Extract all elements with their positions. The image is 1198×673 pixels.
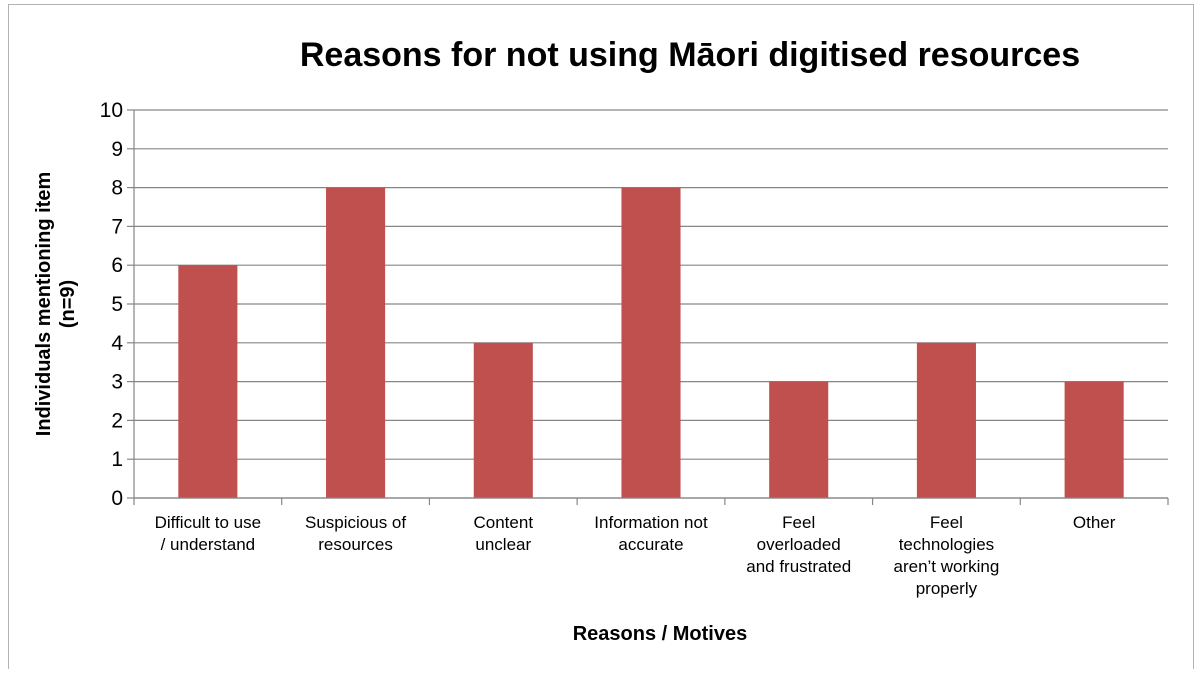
x-category-label: Information not accurate: [594, 513, 708, 554]
y-tick-label: 7: [111, 215, 123, 238]
y-tick-label: 9: [111, 138, 123, 161]
x-category-labels: Difficult to use / understand Suspicious o…: [155, 513, 1116, 598]
bar: [1064, 381, 1124, 498]
axes: [133, 110, 1169, 505]
x-category-label: Suspicious of resources: [305, 513, 406, 554]
bar: [473, 342, 533, 498]
chart-frame: [8, 4, 1194, 669]
x-category-label: Feel overloaded and frustrated: [746, 513, 851, 576]
y-tick-label: 1: [111, 448, 123, 471]
y-tick-label: 2: [111, 409, 123, 432]
y-tick-label: 0: [111, 487, 123, 510]
x-category-label: Difficult to use / understand: [155, 513, 261, 554]
x-category-label: Content unclear: [474, 513, 534, 554]
x-category-label: Other: [1073, 513, 1116, 532]
y-tick-label: 6: [111, 254, 123, 277]
bar: [326, 187, 386, 498]
bar: [769, 381, 829, 498]
x-category-label: Feel technologies aren’t working properly: [894, 513, 1000, 598]
bar: [916, 342, 976, 498]
y-axis-title-text: Individuals mentioning item (n=9): [33, 172, 79, 436]
x-axis-title: Reasons / Motives: [573, 623, 748, 645]
chart-title: Reasons for not using Māori digitised re…: [300, 36, 1080, 74]
bars: [178, 187, 1124, 498]
bar: [178, 265, 238, 498]
y-tick-label: 8: [111, 177, 123, 200]
y-tick-label: 10: [100, 99, 123, 122]
y-tick-label: 3: [111, 371, 123, 394]
y-axis-title: Individuals mentioning item (n=9): [33, 172, 79, 436]
bar: [621, 187, 681, 498]
y-tick-label: 4: [111, 332, 123, 355]
y-tick-labels: 0 1 2 3 4 5 6 7 8 9 10: [100, 99, 124, 510]
y-tick-label: 5: [111, 293, 123, 316]
